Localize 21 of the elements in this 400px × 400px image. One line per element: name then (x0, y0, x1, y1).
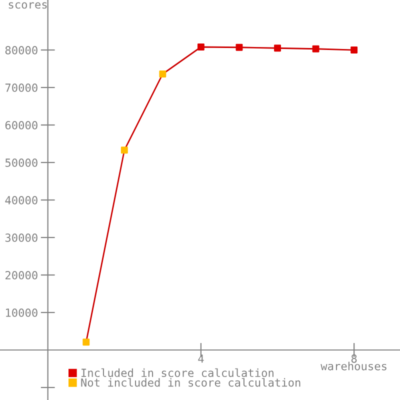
x-tick-label: 8 (351, 354, 357, 363)
y-tick-label: 30000 (5, 234, 38, 242)
legend-label: Not included in score calculation (81, 378, 300, 387)
y-tick-label: 10000 (6, 308, 38, 317)
y-axis-title: scores (8, 2, 47, 9)
point (82, 338, 90, 346)
legend-label: Included in score calculation (82, 368, 274, 378)
point (274, 44, 281, 52)
point (350, 46, 358, 54)
y-tick-label: 20000 (6, 271, 38, 280)
y-tick-label: 40000 (5, 196, 38, 204)
point (197, 44, 204, 50)
point (236, 44, 243, 51)
point (120, 146, 128, 154)
point (312, 45, 320, 52)
point (159, 70, 166, 78)
y-tick-label: 70000 (5, 84, 38, 92)
x-axis-title: warehouses (320, 362, 386, 370)
y-tick-label: 60000 (5, 121, 38, 130)
y-tick-label: 80000 (5, 46, 38, 54)
y-tick-label: 50000 (5, 158, 38, 167)
